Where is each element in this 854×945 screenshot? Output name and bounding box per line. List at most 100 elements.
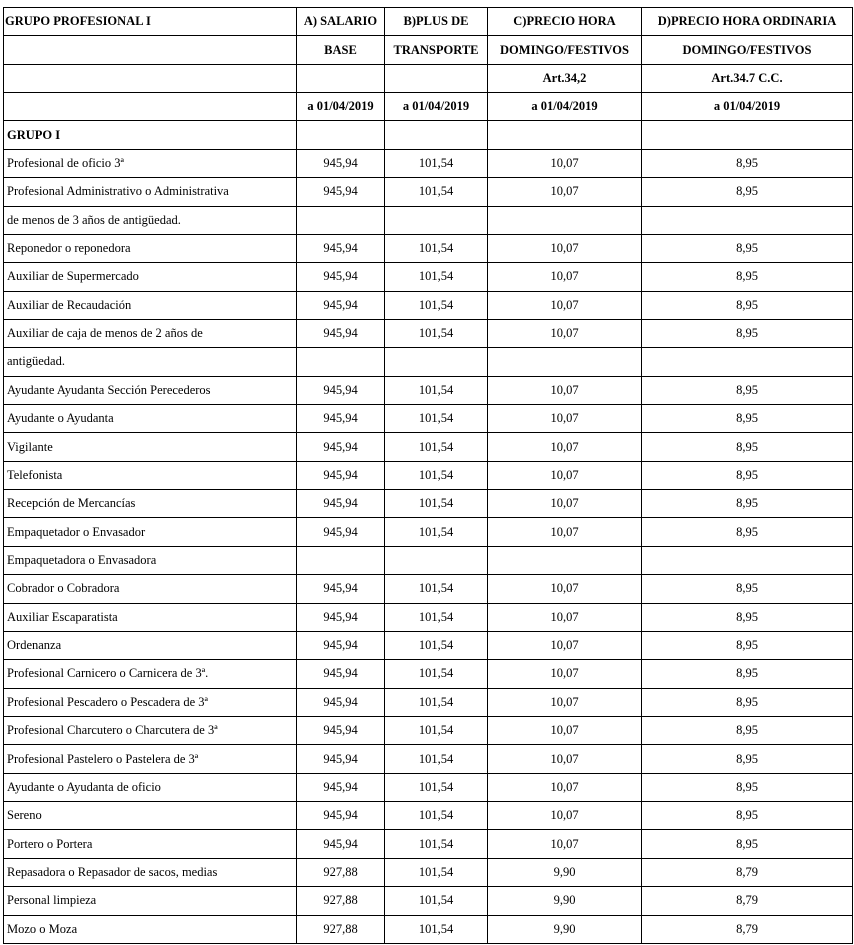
data-row: antigüedad. xyxy=(3,347,853,377)
cell: Profesional Charcutero o Charcutera de 3… xyxy=(3,715,297,746)
cell: 8,95 xyxy=(641,177,853,207)
data-row: Mozo o Moza 927,88 101,54 9,90 8,79 xyxy=(3,914,853,944)
cell: Ayudante Ayudanta Sección Perecederos xyxy=(3,375,297,406)
cell: 945,94 xyxy=(296,517,385,547)
data-row: Cobrador o Cobradora 945,94 101,54 10,07 8,9… xyxy=(3,574,853,604)
cell: 10,07 xyxy=(487,233,642,264)
cell: 945,94 xyxy=(296,233,385,264)
cell: GRUPO I xyxy=(3,120,297,150)
cell xyxy=(296,545,385,576)
cell: 10,07 xyxy=(487,687,642,717)
head-row: BASE TRANSPORTE DOMINGO/FESTIVOS DOMINGO/FE… xyxy=(3,35,853,65)
cell: 101,54 xyxy=(384,829,488,859)
cell: Profesional de oficio 3ª xyxy=(3,148,297,179)
cell: 10,07 xyxy=(487,318,642,349)
cell: 945,94 xyxy=(296,290,385,320)
data-row: Profesional Pescadero o Pescadera de 3ª 9… xyxy=(3,687,853,717)
data-row: Telefonista 945,94 101,54 10,07 8,95 xyxy=(3,460,853,491)
data-row: Profesional Pastelero o Pastelera de 3ª 9… xyxy=(3,744,853,774)
cell: 927,88 xyxy=(296,886,385,916)
cell: Art.34.7 C.C. xyxy=(641,63,853,94)
cell: 101,54 xyxy=(384,574,488,604)
data-row: Auxiliar Escaparatista 945,94 101,54 10,07 8… xyxy=(3,602,853,632)
cell: 8,95 xyxy=(641,659,853,689)
cell: a 01/04/2019 xyxy=(487,92,642,122)
cell: 945,94 xyxy=(296,602,385,632)
cell xyxy=(384,545,488,576)
cell: Recepción de Mercancías xyxy=(3,489,297,519)
cell: 101,54 xyxy=(384,489,488,519)
cell: 101,54 xyxy=(384,375,488,406)
cell: 8,95 xyxy=(641,715,853,746)
data-row: Auxiliar de Recaudación 945,94 101,54 10,07… xyxy=(3,290,853,320)
cell: 8,95 xyxy=(641,517,853,547)
head-row: a 01/04/2019 a 01/04/2019 a 01/04/2019 a 01… xyxy=(3,92,853,122)
cell: 10,07 xyxy=(487,744,642,774)
cell: 945,94 xyxy=(296,489,385,519)
cell xyxy=(641,545,853,576)
cell: 101,54 xyxy=(384,404,488,434)
cell: Profesional Pastelero o Pastelera de 3ª xyxy=(3,744,297,774)
cell: 101,54 xyxy=(384,233,488,264)
cell: 101,54 xyxy=(384,177,488,207)
cell: Sereno xyxy=(3,801,297,831)
cell: 8,95 xyxy=(641,829,853,859)
cell: 101,54 xyxy=(384,602,488,632)
cell: Cobrador o Cobradora xyxy=(3,574,297,604)
cell: DOMINGO/FESTIVOS xyxy=(641,35,853,65)
cell xyxy=(384,205,488,235)
cell: 101,54 xyxy=(384,517,488,547)
cell: antigüedad. xyxy=(3,347,297,377)
cell xyxy=(3,63,297,94)
cell: Repasadora o Repasador de sacos, medias xyxy=(3,857,297,888)
cell: BASE xyxy=(296,35,385,65)
cell: 101,54 xyxy=(384,659,488,689)
cell: 8,95 xyxy=(641,148,853,179)
data-row: Recepción de Mercancías 945,94 101,54 10,07… xyxy=(3,489,853,519)
cell xyxy=(487,120,642,150)
cell: 10,07 xyxy=(487,602,642,632)
cell xyxy=(487,545,642,576)
cell: 945,94 xyxy=(296,801,385,831)
cell: 945,94 xyxy=(296,318,385,349)
cell: 945,94 xyxy=(296,630,385,661)
cell xyxy=(296,63,385,94)
cell: Auxiliar de Supermercado xyxy=(3,262,297,292)
cell: 9,90 xyxy=(487,857,642,888)
cell: 927,88 xyxy=(296,857,385,888)
data-row: Reponedor o reponedora 945,94 101,54 10,07 8… xyxy=(3,233,853,264)
cell: 10,07 xyxy=(487,489,642,519)
cell: 10,07 xyxy=(487,801,642,831)
salary-table: GRUPO PROFESIONAL I A) SALARIO B)PLUS DE C)… xyxy=(3,6,853,944)
cell: Empaquetadora o Envasadora xyxy=(3,545,297,576)
cell: 8,79 xyxy=(641,886,853,916)
cell xyxy=(296,347,385,377)
cell: 9,90 xyxy=(487,886,642,916)
data-row: Repasadora o Repasador de sacos, medias 9… xyxy=(3,857,853,888)
cell: 101,54 xyxy=(384,630,488,661)
cell: 10,07 xyxy=(487,148,642,179)
cell: 10,07 xyxy=(487,630,642,661)
cell: 101,54 xyxy=(384,715,488,746)
data-row: Portero o Portera 945,94 101,54 10,07 8,95 xyxy=(3,829,853,859)
cell: Auxiliar de Recaudación xyxy=(3,290,297,320)
cell: 8,95 xyxy=(641,375,853,406)
cell: 945,94 xyxy=(296,460,385,491)
data-row: Auxiliar de Supermercado 945,94 101,54 10,0… xyxy=(3,262,853,292)
table-body: GRUPO PROFESIONAL I A) SALARIO B)PLUS DE C)… xyxy=(3,6,853,944)
cell: Ayudante o Ayudanta de oficio xyxy=(3,772,297,803)
cell: Ordenanza xyxy=(3,630,297,661)
cell: 10,07 xyxy=(487,432,642,462)
cell: 8,95 xyxy=(641,290,853,320)
cell: 101,54 xyxy=(384,290,488,320)
cell: 10,07 xyxy=(487,659,642,689)
cell: 101,54 xyxy=(384,772,488,803)
cell xyxy=(296,120,385,150)
cell: 927,88 xyxy=(296,914,385,944)
cell: 101,54 xyxy=(384,262,488,292)
cell: 101,54 xyxy=(384,801,488,831)
data-row: Vigilante 945,94 101,54 10,07 8,95 xyxy=(3,432,853,462)
cell: 8,95 xyxy=(641,233,853,264)
cell xyxy=(384,120,488,150)
cell: 101,54 xyxy=(384,914,488,944)
